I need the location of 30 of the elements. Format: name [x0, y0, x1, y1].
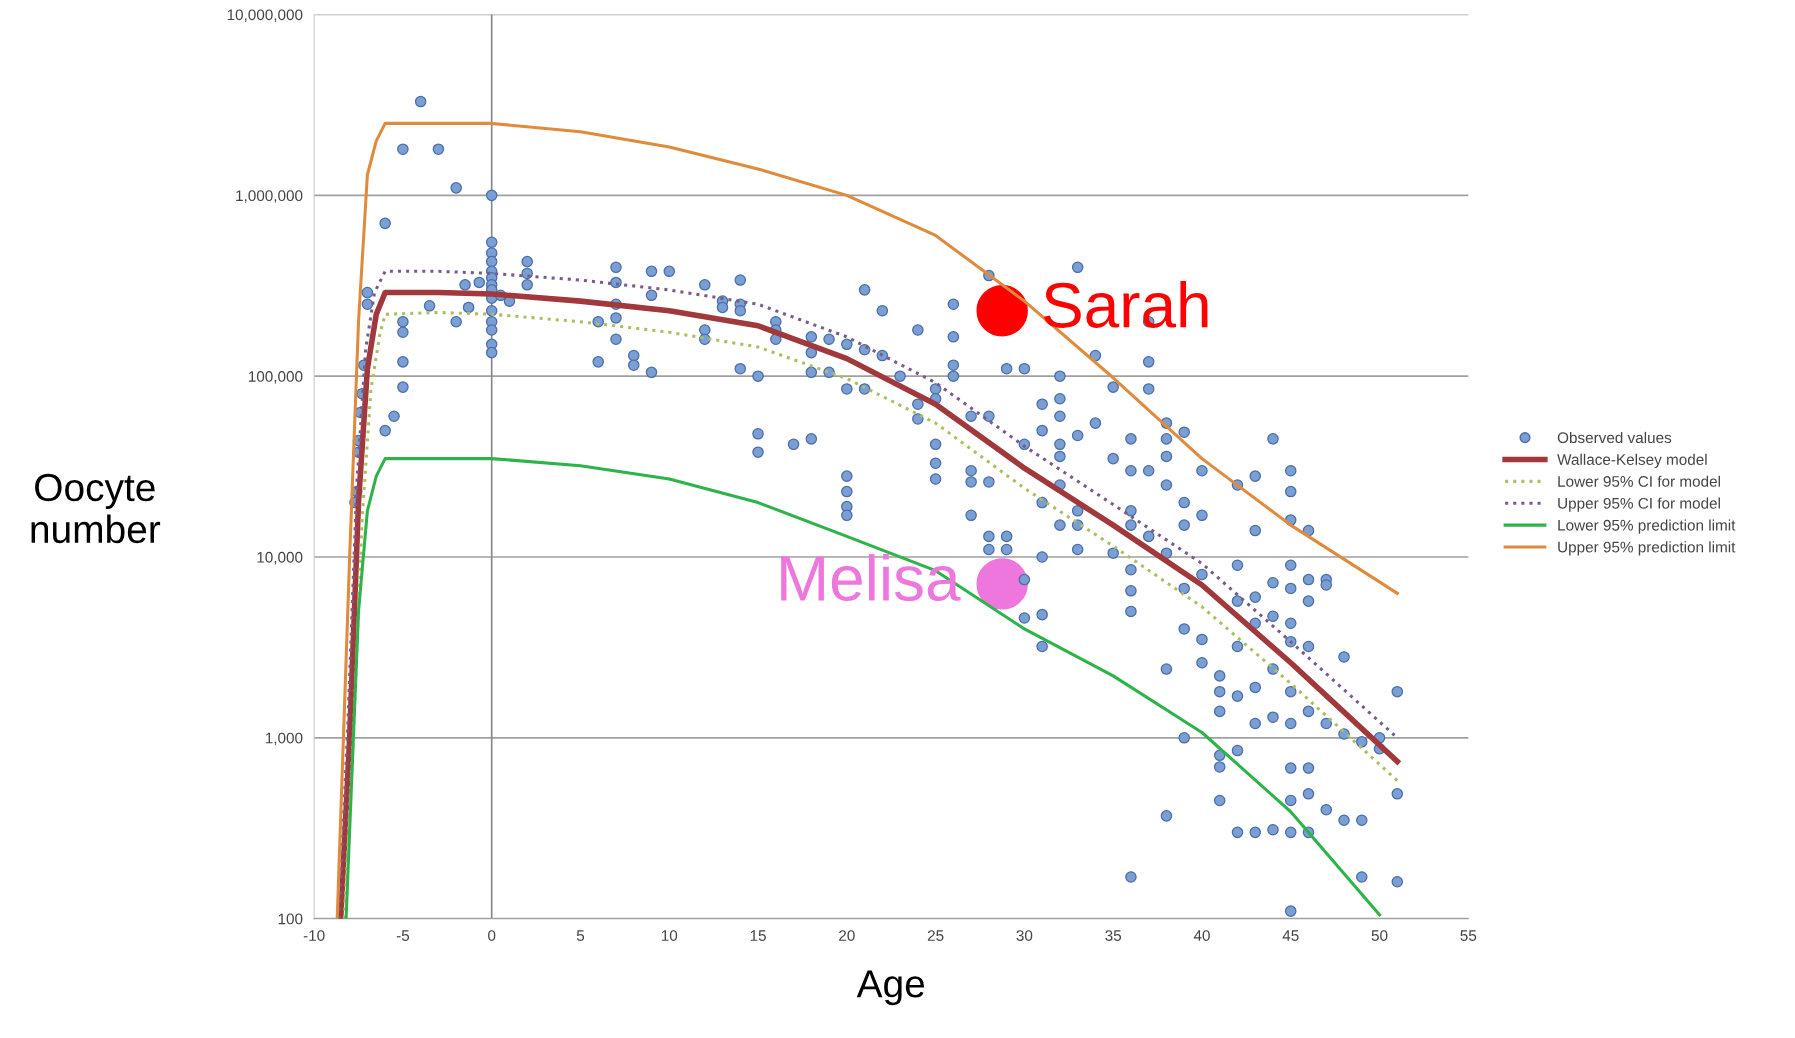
x-tick-label: 5 — [576, 930, 585, 941]
legend-label: Upper 95% CI for model — [1558, 497, 1720, 512]
legend-label: Lower 95% CI for model — [1558, 475, 1720, 487]
y-axis-title: Oocyte number — [31, 473, 161, 544]
y-tick-label: 1,000,000 — [236, 190, 303, 203]
y-tick-label: 100,000 — [248, 371, 303, 384]
legend-label: Lower 95% prediction limit — [1558, 519, 1736, 534]
y-tick-label: 10,000,000 — [227, 9, 303, 23]
x-tick-label: 45 — [1282, 930, 1299, 941]
x-tick-label: 20 — [839, 930, 855, 941]
x-tick-label: -5 — [396, 930, 410, 941]
y-tick-label: 100 — [278, 913, 303, 925]
series-label: Sarah — [1043, 280, 1208, 328]
x-tick-label: -10 — [303, 930, 325, 941]
x-tick-label: 55 — [1460, 930, 1477, 941]
x-tick-label: 0 — [488, 930, 496, 941]
x-tick-label: 40 — [1193, 930, 1210, 941]
legend-label: Observed values — [1557, 431, 1672, 444]
y-tick-label: 1,000 — [265, 732, 303, 746]
x-tick-label: 10 — [661, 930, 678, 941]
x-tick-label: 25 — [927, 930, 944, 941]
x-tick-label: 50 — [1371, 930, 1388, 941]
x-axis-title: Age — [856, 970, 925, 1006]
legend-label: Wallace-Kelsey model — [1557, 453, 1707, 468]
x-tick-label: 30 — [1016, 930, 1033, 941]
y-tick-label: 10,000 — [257, 551, 303, 565]
line-series — [344, 457, 1382, 919]
x-tick-label: 35 — [1105, 930, 1122, 941]
legend-label: Upper 95% prediction limit — [1558, 541, 1736, 556]
x-tick-label: 15 — [750, 930, 766, 941]
